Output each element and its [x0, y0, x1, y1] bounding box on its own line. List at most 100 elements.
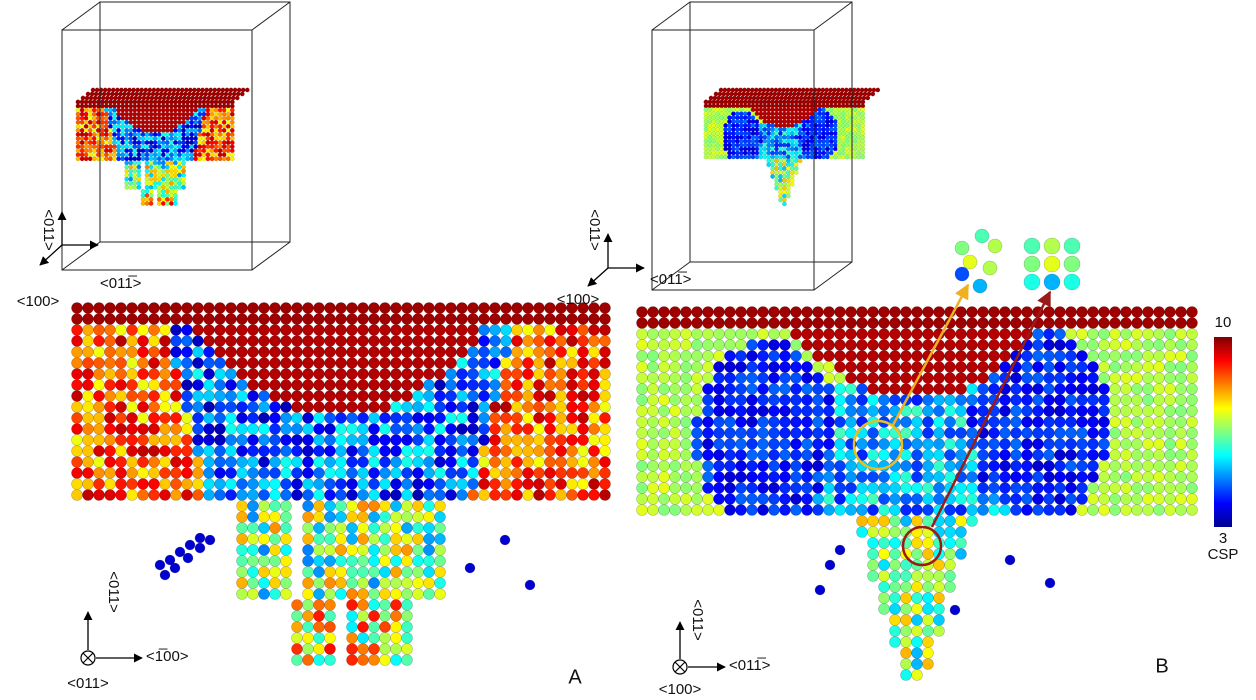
atom	[791, 494, 802, 505]
atom	[222, 124, 226, 128]
atom	[165, 177, 169, 181]
atom	[956, 538, 967, 549]
atom	[138, 391, 149, 402]
atom	[736, 340, 747, 351]
atom	[125, 124, 129, 128]
atom	[512, 358, 523, 369]
atom	[490, 325, 501, 336]
atom	[1055, 428, 1066, 439]
atom	[435, 534, 446, 545]
atom	[91, 88, 95, 92]
atom	[369, 457, 380, 468]
atom	[490, 380, 501, 391]
atom	[747, 505, 758, 516]
atom	[794, 112, 798, 116]
atom	[369, 567, 380, 578]
atom	[837, 131, 841, 135]
atom	[648, 450, 659, 461]
atom	[833, 112, 837, 116]
atom	[80, 145, 84, 149]
atom	[1011, 494, 1022, 505]
atom	[402, 644, 413, 655]
atom	[160, 88, 164, 92]
atom	[72, 402, 83, 413]
atom	[692, 351, 703, 362]
atom	[181, 136, 185, 140]
atom	[868, 505, 879, 516]
atom	[281, 391, 292, 402]
axis-label: <100>	[17, 293, 60, 310]
atom	[545, 424, 556, 435]
atom	[248, 303, 259, 314]
atom	[1000, 318, 1011, 329]
atom	[215, 402, 226, 413]
atom	[204, 336, 215, 347]
atom	[1088, 439, 1099, 450]
atom	[846, 472, 857, 483]
atom	[534, 468, 545, 479]
atom	[100, 108, 104, 112]
atom	[1110, 450, 1121, 461]
atom	[759, 155, 763, 159]
atom	[230, 108, 234, 112]
atom	[490, 446, 501, 457]
atom	[314, 435, 325, 446]
atom	[792, 92, 796, 96]
atom	[797, 88, 801, 92]
atom	[810, 104, 814, 108]
atom	[177, 112, 181, 116]
atom	[391, 369, 402, 380]
atom	[648, 439, 659, 450]
atom	[923, 582, 934, 593]
atom	[720, 104, 724, 108]
atom	[791, 417, 802, 428]
atom	[523, 435, 534, 446]
atom	[237, 369, 248, 380]
atom	[934, 483, 945, 494]
atom	[226, 336, 237, 347]
atom	[763, 131, 767, 135]
atom	[143, 92, 147, 96]
atom	[369, 490, 380, 501]
atom	[214, 132, 218, 136]
atom	[589, 369, 600, 380]
atom	[100, 149, 104, 153]
atom	[989, 417, 1000, 428]
atom	[790, 108, 794, 112]
atom	[723, 108, 727, 112]
atom	[1121, 406, 1132, 417]
atom	[102, 92, 106, 96]
atom	[220, 92, 224, 96]
atom	[161, 112, 165, 116]
atom	[237, 501, 248, 512]
atom	[755, 127, 759, 131]
atom	[129, 136, 133, 140]
atom	[198, 120, 202, 124]
atom	[72, 336, 83, 347]
atom	[402, 534, 413, 545]
atom	[157, 173, 161, 177]
atom	[424, 391, 435, 402]
atom	[116, 325, 127, 336]
atom	[648, 307, 659, 318]
atom	[1066, 494, 1077, 505]
atom	[424, 325, 435, 336]
atom	[853, 112, 857, 116]
atom	[435, 490, 446, 501]
atom	[763, 155, 767, 159]
atom	[1099, 439, 1110, 450]
atom	[512, 391, 523, 402]
atom	[204, 457, 215, 468]
atom	[1024, 274, 1040, 290]
atom	[94, 402, 105, 413]
atom	[731, 135, 735, 139]
atom	[435, 358, 446, 369]
atom	[578, 479, 589, 490]
atom	[763, 100, 767, 104]
atom	[187, 92, 191, 96]
atom	[1055, 417, 1066, 428]
atom	[218, 128, 222, 132]
atom	[637, 461, 648, 472]
atom	[818, 135, 822, 139]
atom	[303, 633, 314, 644]
